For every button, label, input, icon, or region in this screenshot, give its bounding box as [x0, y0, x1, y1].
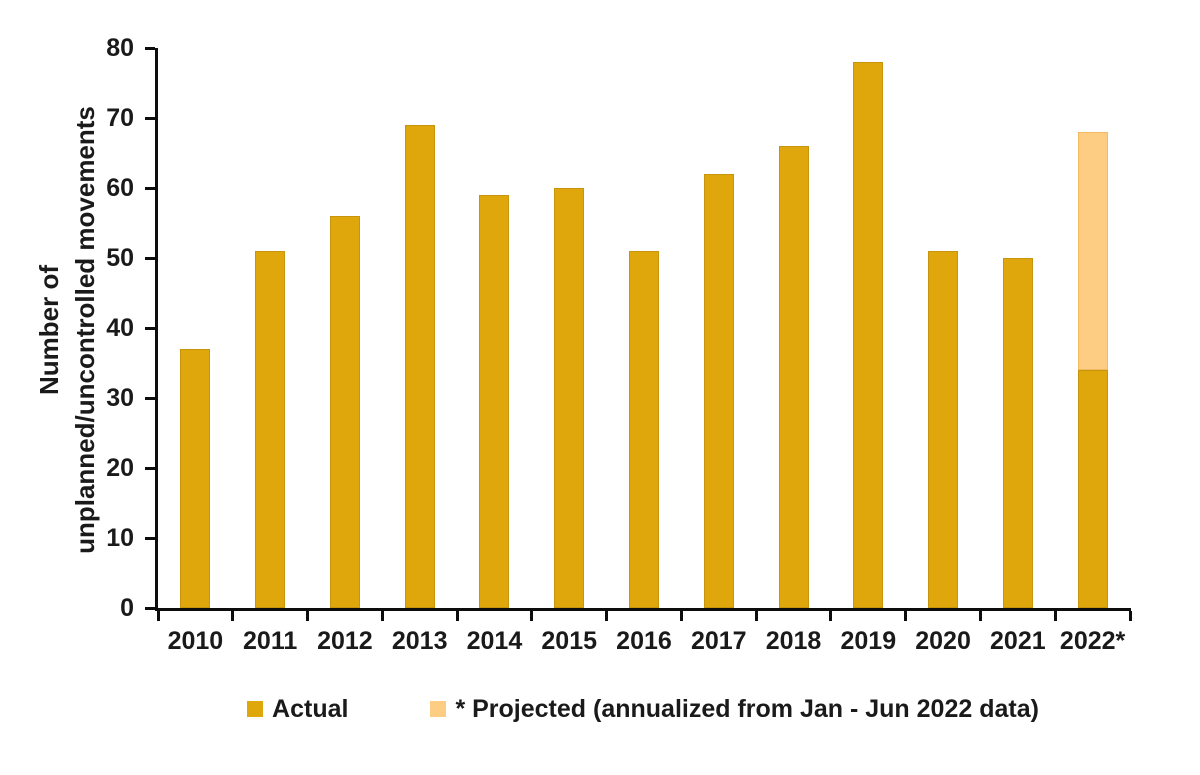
- x-axis-tick: [904, 611, 908, 621]
- x-category-label: 2016: [616, 627, 672, 655]
- x-axis-tick: [754, 611, 758, 621]
- legend-item-projected: * Projected (annualized from Jan - Jun 2…: [430, 694, 1039, 724]
- y-axis-tick: [145, 466, 155, 470]
- legend-label-actual: Actual: [272, 694, 349, 723]
- bar-2012-actual: [329, 216, 360, 608]
- x-axis-tick: [1128, 611, 1132, 621]
- legend-label-projected: * Projected (annualized from Jan - Jun 2…: [455, 694, 1039, 723]
- legend: Actual * Projected (annualized from Jan …: [155, 692, 1131, 726]
- bar-2010-actual: [180, 349, 211, 608]
- x-axis-tick: [829, 611, 833, 621]
- x-axis-tick: [231, 611, 235, 621]
- bar-2017-actual: [703, 174, 734, 608]
- bar-2019-actual: [853, 62, 884, 608]
- y-axis-line: [155, 48, 158, 611]
- x-category-label: 2011: [243, 627, 298, 655]
- legend-swatch-actual: [247, 701, 264, 717]
- y-axis-title-line1: Number of: [34, 265, 64, 395]
- x-axis-tick: [530, 611, 534, 621]
- y-tick-label: 70: [106, 104, 134, 132]
- bar-2014-actual: [479, 195, 510, 608]
- bar-2022*-actual: [1077, 370, 1108, 608]
- x-category-label: 2010: [167, 627, 224, 655]
- y-tick-label: 30: [106, 384, 134, 412]
- y-axis-tick: [145, 256, 155, 260]
- x-category-label: 2019: [840, 627, 897, 655]
- bar-2016-actual: [629, 251, 659, 608]
- x-axis-tick: [605, 611, 609, 621]
- y-tick-label: 20: [106, 454, 134, 482]
- plot-area: 0 10 20 30 40 50 60 70 80 2010 2011 2012 2013 2014 201…: [106, 34, 1132, 655]
- x-category-label: 2015: [541, 627, 598, 655]
- x-axis-line: [155, 608, 1131, 611]
- bar-2015-actual: [554, 188, 585, 608]
- bar-2018-actual: [778, 146, 809, 608]
- x-category-label: 2013: [391, 627, 448, 655]
- y-tick-label: 60: [106, 174, 134, 202]
- x-category-label: 2020: [915, 627, 971, 655]
- y-tick-label: 80: [106, 34, 134, 62]
- x-axis-tick: [306, 611, 310, 621]
- x-axis-tick: [380, 611, 384, 621]
- y-axis-tick: [145, 396, 155, 400]
- bar-2021-actual: [1002, 258, 1033, 608]
- x-category-label: 2021: [990, 627, 1046, 655]
- x-category-label: 2014: [466, 627, 523, 655]
- y-tick-label: 10: [106, 524, 134, 552]
- y-axis-tick: [145, 186, 155, 190]
- bar-2013-actual: [404, 125, 435, 608]
- legend-item-actual: Actual: [247, 695, 348, 724]
- x-category-label: 2018: [765, 627, 822, 655]
- x-category-label: 2022*: [1059, 627, 1126, 655]
- x-axis-tick: [455, 611, 459, 621]
- y-tick-label: 40: [106, 314, 134, 342]
- y-tick-label: 50: [106, 244, 134, 272]
- y-axis-tick: [145, 606, 155, 610]
- x-category-label: 2012: [317, 627, 373, 655]
- y-axis-tick: [145, 536, 155, 540]
- x-axis-tick: [156, 611, 160, 621]
- bar-2011-actual: [255, 251, 286, 608]
- y-axis-tick: [145, 326, 155, 330]
- x-axis-tick: [1053, 611, 1057, 621]
- legend-swatch-projected: [430, 701, 447, 717]
- bar-2022*-projected: [1077, 132, 1108, 370]
- x-axis-tick: [679, 611, 683, 621]
- bar-2020-actual: [928, 251, 959, 608]
- y-axis-tick: [145, 116, 155, 120]
- x-axis-tick: [978, 611, 982, 621]
- y-axis-tick: [145, 46, 155, 50]
- x-category-label: 2017: [690, 627, 747, 655]
- y-tick-label: 0: [120, 594, 134, 622]
